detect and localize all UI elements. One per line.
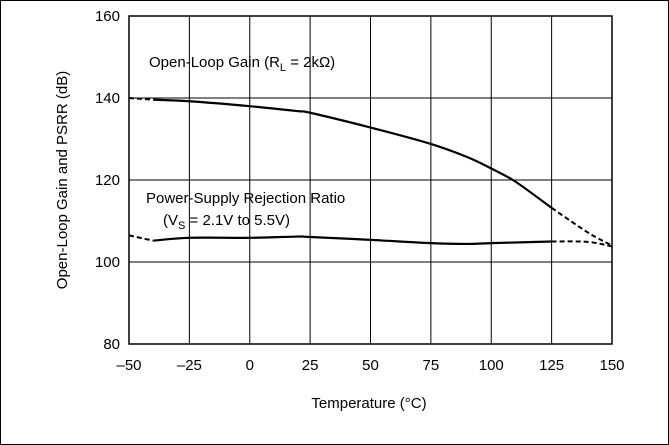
x-tick-label: 50 bbox=[362, 357, 379, 374]
plot-area-border bbox=[128, 15, 613, 345]
y-axis-title: Open-Loop Gain and PSRR (dB) bbox=[54, 71, 71, 289]
x-tick-label: 150 bbox=[599, 357, 624, 374]
open-loop-gain-label: Open-Loop Gain (RL = 2kΩ) bbox=[149, 54, 335, 74]
x-tick-labels: –50 –25 0 25 50 75 100 125 150 bbox=[116, 357, 624, 374]
open-loop-gain-line-dashed-left bbox=[128, 97, 154, 101]
x-tick-label: 100 bbox=[479, 357, 504, 374]
psrr-label-open: (V bbox=[163, 212, 178, 229]
x-axis-title: Temperature (°C) bbox=[311, 395, 426, 412]
x-tick-label: 125 bbox=[539, 357, 564, 374]
psrr-line-dashed-left bbox=[128, 234, 154, 242]
y-tick-label: 100 bbox=[95, 254, 120, 271]
psrr-label-line1: Power-Supply Rejection Ratio bbox=[146, 190, 345, 207]
x-tick-label: –50 bbox=[116, 357, 141, 374]
psrr-label-end: = 2.1V to 5.5V) bbox=[185, 212, 290, 229]
x-tick-label: 0 bbox=[246, 357, 254, 374]
open-loop-gain-label-main: Open-Loop Gain (R bbox=[149, 54, 280, 71]
y-tick-label: 160 bbox=[95, 8, 120, 25]
open-loop-gain-line-solid bbox=[153, 98, 553, 209]
y-tick-label: 140 bbox=[95, 90, 120, 107]
open-loop-gain-label-subscript: L bbox=[280, 62, 286, 74]
y-tick-label: 120 bbox=[95, 172, 120, 189]
chart-grid bbox=[129, 16, 612, 344]
x-tick-label: 75 bbox=[423, 357, 440, 374]
x-tick-label: –25 bbox=[177, 357, 202, 374]
y-tick-labels: 80 100 120 140 160 bbox=[95, 8, 120, 353]
open-loop-gain-label-end: = 2kΩ) bbox=[286, 54, 335, 71]
open-loop-gain-line-dashed-right bbox=[551, 207, 613, 247]
y-tick-label: 80 bbox=[103, 336, 120, 353]
x-tick-label: 25 bbox=[302, 357, 319, 374]
psrr-line-dashed-right bbox=[551, 240, 613, 248]
psrr-label-subscript: S bbox=[178, 220, 185, 232]
series-layer bbox=[128, 97, 613, 248]
psrr-label-line2: (VS = 2.1V to 5.5V) bbox=[163, 212, 290, 232]
psrr-line-solid bbox=[153, 235, 552, 246]
